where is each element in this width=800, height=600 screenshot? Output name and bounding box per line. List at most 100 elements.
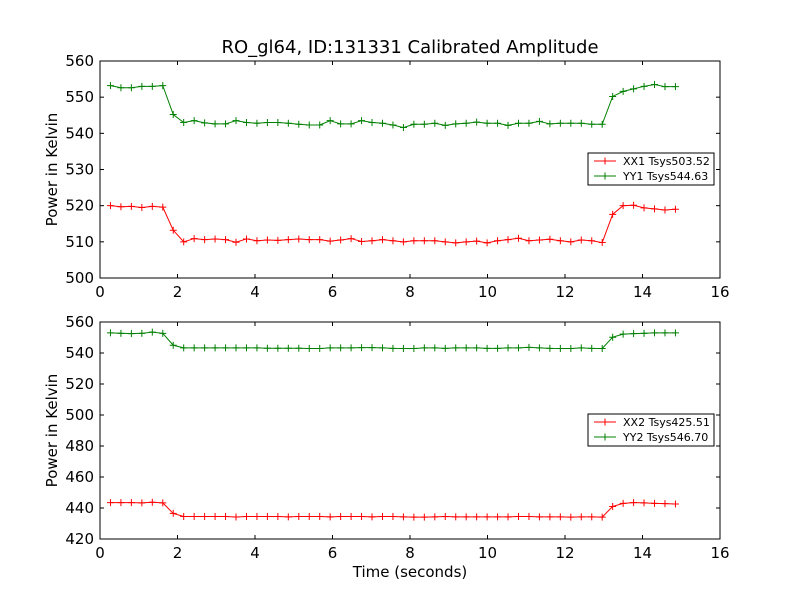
data-point	[253, 237, 261, 245]
data-point	[117, 329, 125, 337]
data-point	[462, 238, 470, 246]
data-point	[242, 118, 250, 126]
data-point	[546, 235, 554, 243]
data-point	[222, 236, 230, 244]
data-point	[651, 329, 659, 337]
data-point	[138, 82, 146, 90]
data-point	[222, 344, 230, 352]
data-point	[316, 121, 324, 129]
data-point	[504, 121, 512, 129]
data-point	[420, 120, 428, 128]
data-point	[337, 120, 345, 128]
y-axis-label: Power in Kelvin	[43, 374, 61, 488]
data-point	[242, 513, 250, 521]
data-point	[504, 344, 512, 352]
data-point	[148, 328, 156, 336]
data-point	[127, 202, 135, 210]
data-point	[556, 345, 564, 353]
legend-label: YY2 Tsys546.70	[622, 431, 708, 444]
data-point	[577, 119, 585, 127]
data-point	[305, 121, 313, 129]
x-tick-label: 8	[405, 283, 415, 301]
data-point	[284, 236, 292, 244]
data-point	[106, 202, 114, 210]
data-point	[525, 119, 533, 127]
data-point	[504, 236, 512, 244]
x-tick-label: 16	[710, 283, 729, 301]
data-point	[378, 236, 386, 244]
data-point	[671, 500, 679, 508]
data-point	[326, 344, 334, 352]
legend-label: YY1 Tsys544.63	[622, 170, 708, 183]
data-point	[106, 499, 114, 507]
data-point	[201, 119, 209, 127]
data-point	[368, 344, 376, 352]
y-tick-label: 510	[65, 233, 94, 251]
data-point	[138, 499, 146, 507]
data-point	[358, 344, 366, 352]
data-point	[609, 210, 617, 218]
data-point	[295, 235, 303, 243]
x-tick-label: 0	[95, 544, 105, 562]
data-point	[222, 120, 230, 128]
data-point	[483, 239, 491, 247]
data-point	[630, 330, 638, 338]
data-point	[253, 513, 261, 521]
data-point	[169, 226, 177, 234]
data-point	[473, 118, 481, 126]
data-point	[232, 238, 240, 246]
data-point	[201, 344, 209, 352]
data-point	[546, 120, 554, 128]
y-tick-label: 520	[65, 375, 94, 393]
data-point	[378, 513, 386, 521]
data-point	[274, 344, 282, 352]
legend: XX1 Tsys503.52 YY1 Tsys544.63	[587, 152, 715, 186]
data-point	[420, 237, 428, 245]
data-point	[577, 236, 585, 244]
data-point	[389, 513, 397, 521]
data-point	[410, 513, 418, 521]
x-tick-label: 4	[250, 544, 260, 562]
data-point	[483, 513, 491, 521]
data-point	[441, 121, 449, 129]
data-point	[211, 513, 219, 521]
data-point	[368, 237, 376, 245]
data-point	[263, 344, 271, 352]
data-point	[117, 203, 125, 211]
data-point	[473, 513, 481, 521]
data-point	[263, 236, 271, 244]
data-point	[347, 344, 355, 352]
data-point	[211, 235, 219, 243]
data-point	[556, 119, 564, 127]
chart-title: RO_gl64, ID:131331 Calibrated Amplitude	[221, 37, 598, 58]
data-point	[619, 330, 627, 338]
data-point	[640, 329, 648, 337]
data-point	[284, 513, 292, 521]
data-point	[431, 119, 439, 127]
axes-frame	[99, 60, 721, 279]
data-point	[358, 117, 366, 125]
data-point	[640, 82, 648, 90]
y-tick-label: 440	[65, 499, 94, 517]
data-point	[441, 238, 449, 246]
data-point	[671, 329, 679, 337]
data-point	[462, 119, 470, 127]
data-point	[305, 513, 313, 521]
data-point	[630, 499, 638, 507]
legend-label: XX2 Tsys425.51	[623, 416, 710, 429]
data-point	[106, 329, 114, 337]
data-point	[671, 205, 679, 213]
data-point	[598, 239, 606, 247]
data-point	[242, 344, 250, 352]
data-point	[630, 201, 638, 209]
data-point	[671, 83, 679, 91]
x-tick-label: 2	[173, 544, 183, 562]
data-point	[661, 206, 669, 214]
x-tick-label: 0	[95, 283, 105, 301]
data-point	[462, 513, 470, 521]
data-point	[169, 509, 177, 517]
data-point	[399, 124, 407, 132]
y-tick-label: 480	[65, 437, 94, 455]
data-point	[347, 513, 355, 521]
